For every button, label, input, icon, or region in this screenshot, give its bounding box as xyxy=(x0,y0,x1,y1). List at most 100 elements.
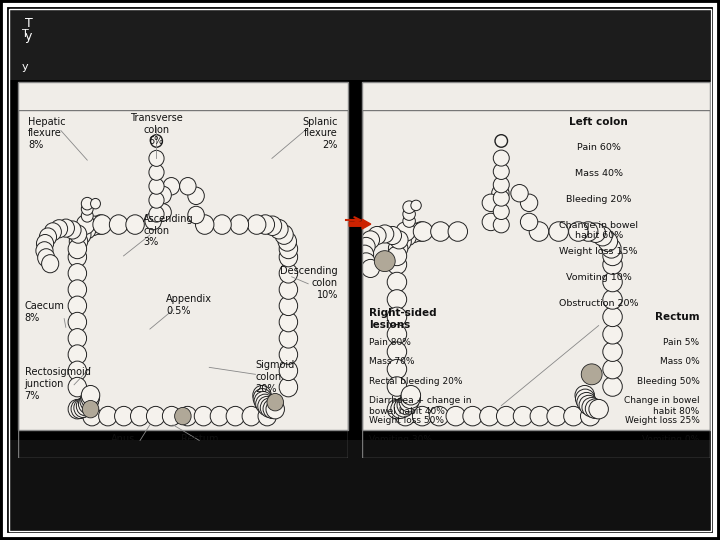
Circle shape xyxy=(603,325,622,344)
Circle shape xyxy=(279,312,297,332)
Circle shape xyxy=(230,215,248,234)
Circle shape xyxy=(411,200,421,211)
Circle shape xyxy=(278,232,297,251)
Circle shape xyxy=(279,361,297,381)
Bar xyxy=(10,440,710,530)
Circle shape xyxy=(593,226,612,246)
Circle shape xyxy=(482,213,500,231)
Circle shape xyxy=(81,202,93,215)
Circle shape xyxy=(585,399,605,418)
Circle shape xyxy=(40,228,57,246)
Text: Rectum
38%: Rectum 38% xyxy=(181,434,218,455)
Circle shape xyxy=(510,185,528,202)
Circle shape xyxy=(68,296,86,315)
Circle shape xyxy=(253,389,271,408)
Circle shape xyxy=(275,225,293,245)
Text: Appendix
0.5%: Appendix 0.5% xyxy=(166,294,212,316)
Circle shape xyxy=(64,221,81,239)
Bar xyxy=(362,82,710,430)
Circle shape xyxy=(578,222,598,241)
Circle shape xyxy=(397,395,416,415)
Circle shape xyxy=(521,213,538,231)
Circle shape xyxy=(76,215,95,234)
Circle shape xyxy=(149,192,164,208)
Circle shape xyxy=(279,377,297,397)
Circle shape xyxy=(114,407,133,426)
Circle shape xyxy=(384,226,402,245)
Bar xyxy=(18,82,348,430)
Circle shape xyxy=(569,222,588,241)
Circle shape xyxy=(361,231,379,249)
Circle shape xyxy=(598,232,618,251)
Text: Bleeding 50%: Bleeding 50% xyxy=(636,377,700,386)
Circle shape xyxy=(81,386,100,405)
Circle shape xyxy=(69,232,88,251)
Circle shape xyxy=(254,392,273,411)
Circle shape xyxy=(387,289,407,309)
Circle shape xyxy=(149,178,164,194)
Circle shape xyxy=(36,242,53,260)
Circle shape xyxy=(149,164,164,180)
Circle shape xyxy=(586,223,606,242)
Circle shape xyxy=(109,215,128,234)
Circle shape xyxy=(603,307,622,327)
Circle shape xyxy=(579,395,598,415)
Text: Change in bowel
habit 60%: Change in bowel habit 60% xyxy=(559,221,638,240)
Circle shape xyxy=(149,206,164,222)
Circle shape xyxy=(361,259,379,278)
Bar xyxy=(10,10,710,80)
Circle shape xyxy=(146,407,165,426)
Circle shape xyxy=(279,296,297,315)
Circle shape xyxy=(264,216,282,235)
Circle shape xyxy=(99,407,117,426)
Circle shape xyxy=(493,177,509,193)
Circle shape xyxy=(91,198,101,209)
Text: Sigmoid
colon
20%: Sigmoid colon 20% xyxy=(256,360,294,394)
Circle shape xyxy=(413,407,432,426)
Circle shape xyxy=(387,246,407,266)
Circle shape xyxy=(403,208,415,220)
Circle shape xyxy=(213,215,231,234)
Circle shape xyxy=(155,204,171,221)
Circle shape xyxy=(368,226,386,245)
Circle shape xyxy=(493,190,509,206)
Circle shape xyxy=(493,204,509,219)
Circle shape xyxy=(431,222,450,241)
Circle shape xyxy=(163,178,179,195)
Circle shape xyxy=(71,399,89,418)
Circle shape xyxy=(495,134,508,147)
Circle shape xyxy=(37,249,55,267)
Circle shape xyxy=(44,223,61,241)
Text: Mass 70%: Mass 70% xyxy=(369,357,415,366)
Text: Obstruction 5%: Obstruction 5% xyxy=(369,455,439,464)
Circle shape xyxy=(413,222,433,241)
Text: Vomiting 30%: Vomiting 30% xyxy=(369,435,432,444)
Circle shape xyxy=(387,272,407,292)
Circle shape xyxy=(258,407,276,426)
Text: T: T xyxy=(25,17,32,30)
Circle shape xyxy=(580,407,600,426)
Circle shape xyxy=(400,389,420,409)
Circle shape xyxy=(581,364,602,385)
Text: Pain 60%: Pain 60% xyxy=(577,143,621,152)
Circle shape xyxy=(391,399,410,418)
Text: Diarrhoea + change in
bowel habit 40%: Diarrhoea + change in bowel habit 40% xyxy=(369,396,472,416)
Text: Vomiting 0%: Vomiting 0% xyxy=(642,435,700,444)
Circle shape xyxy=(68,328,86,348)
Circle shape xyxy=(68,312,86,332)
Text: Mass 0%: Mass 0% xyxy=(660,357,700,366)
Circle shape xyxy=(564,407,583,426)
Circle shape xyxy=(279,247,297,267)
Circle shape xyxy=(260,398,279,417)
Circle shape xyxy=(149,150,164,166)
Circle shape xyxy=(78,394,97,414)
Circle shape xyxy=(463,407,482,426)
Text: Transverse
colon
6%: Transverse colon 6% xyxy=(130,113,183,146)
Circle shape xyxy=(68,280,86,299)
Circle shape xyxy=(256,215,274,234)
Circle shape xyxy=(480,407,499,426)
Circle shape xyxy=(179,407,197,426)
Circle shape xyxy=(126,215,144,234)
Circle shape xyxy=(175,407,191,425)
Circle shape xyxy=(210,407,229,426)
